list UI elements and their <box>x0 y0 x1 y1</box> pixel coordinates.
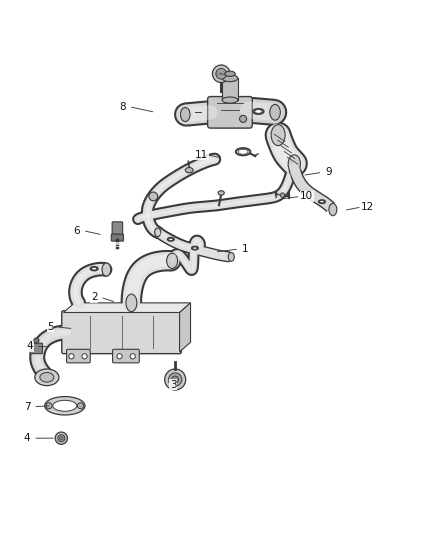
Circle shape <box>46 403 52 409</box>
Circle shape <box>240 115 247 123</box>
Ellipse shape <box>166 253 178 269</box>
Ellipse shape <box>236 148 251 156</box>
Ellipse shape <box>45 397 85 415</box>
Ellipse shape <box>92 268 97 270</box>
FancyBboxPatch shape <box>30 343 42 354</box>
Text: 3: 3 <box>170 379 177 390</box>
Ellipse shape <box>126 294 137 312</box>
Circle shape <box>58 435 65 442</box>
Circle shape <box>212 65 230 83</box>
Ellipse shape <box>155 228 161 237</box>
Ellipse shape <box>329 204 337 216</box>
Ellipse shape <box>35 369 59 386</box>
Ellipse shape <box>185 167 193 173</box>
Circle shape <box>60 437 63 440</box>
FancyBboxPatch shape <box>67 349 90 363</box>
Text: 2: 2 <box>91 292 98 302</box>
Ellipse shape <box>270 104 280 120</box>
Text: 10: 10 <box>300 191 313 201</box>
Circle shape <box>149 192 158 201</box>
Text: 7: 7 <box>24 402 31 411</box>
Ellipse shape <box>40 373 54 382</box>
Circle shape <box>69 354 74 359</box>
Circle shape <box>55 432 67 445</box>
FancyBboxPatch shape <box>112 222 123 237</box>
Text: 1: 1 <box>242 244 249 254</box>
Circle shape <box>169 373 182 386</box>
FancyBboxPatch shape <box>208 96 252 128</box>
Polygon shape <box>180 303 191 352</box>
Circle shape <box>34 338 39 343</box>
Circle shape <box>130 354 135 359</box>
Circle shape <box>280 193 285 197</box>
Ellipse shape <box>238 149 248 154</box>
Text: 4: 4 <box>24 433 31 443</box>
FancyBboxPatch shape <box>62 311 181 354</box>
Text: 11: 11 <box>195 150 208 160</box>
Circle shape <box>117 354 122 359</box>
Ellipse shape <box>53 400 77 411</box>
Ellipse shape <box>288 155 300 172</box>
Text: 8: 8 <box>119 102 126 111</box>
Ellipse shape <box>180 108 190 122</box>
Ellipse shape <box>222 97 238 103</box>
Text: 5: 5 <box>47 322 54 332</box>
Ellipse shape <box>193 247 197 249</box>
Bar <box>222 78 238 100</box>
Ellipse shape <box>319 200 325 203</box>
Ellipse shape <box>192 247 198 249</box>
FancyBboxPatch shape <box>111 234 124 241</box>
Text: 4: 4 <box>26 341 33 351</box>
Circle shape <box>172 376 179 383</box>
Ellipse shape <box>168 238 174 241</box>
Text: 6: 6 <box>73 225 80 236</box>
Ellipse shape <box>225 71 235 76</box>
Ellipse shape <box>222 75 238 82</box>
Ellipse shape <box>271 125 285 146</box>
Ellipse shape <box>320 200 324 203</box>
Ellipse shape <box>102 263 111 276</box>
Text: 9: 9 <box>325 167 332 177</box>
Circle shape <box>82 354 87 359</box>
Ellipse shape <box>255 110 262 113</box>
Text: 12: 12 <box>361 202 374 212</box>
Polygon shape <box>64 303 191 312</box>
Ellipse shape <box>253 109 264 114</box>
Ellipse shape <box>169 238 173 240</box>
Ellipse shape <box>218 191 224 195</box>
Circle shape <box>216 69 226 79</box>
Ellipse shape <box>91 267 98 271</box>
FancyBboxPatch shape <box>113 349 139 363</box>
Circle shape <box>78 403 84 409</box>
Circle shape <box>165 369 186 390</box>
Ellipse shape <box>228 253 234 261</box>
